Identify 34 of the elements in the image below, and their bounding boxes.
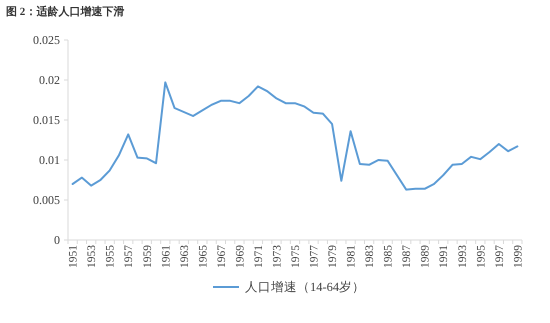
x-tick-label: 1969 xyxy=(234,244,246,268)
chart-title: 图 2：适龄人口增速下滑 xyxy=(6,5,124,18)
x-tick-label: 1953 xyxy=(86,244,98,268)
x-tick-label: 1993 xyxy=(456,244,469,268)
line-series xyxy=(72,81,518,191)
x-tick-label: 1997 xyxy=(494,244,506,268)
x-tick-label: 1973 xyxy=(271,244,284,268)
x-tick-label: 1951 xyxy=(68,244,80,268)
x-tick-label: 1991 xyxy=(438,244,450,268)
y-tick-label: 0 xyxy=(54,233,60,247)
x-tick-label: 1981 xyxy=(346,244,358,268)
y-tick-label: 0.025 xyxy=(33,33,60,47)
x-tick-label: 1961 xyxy=(160,244,172,268)
x-tick-label: 1955 xyxy=(104,244,117,268)
y-tick-label: 0.015 xyxy=(33,113,60,127)
x-tick-label: 1983 xyxy=(364,244,376,268)
x-tick-label: 1989 xyxy=(420,244,432,268)
y-tick-label: 0.005 xyxy=(33,193,60,207)
x-tick-label: 1995 xyxy=(475,244,488,268)
x-tick-label: 1957 xyxy=(123,244,136,268)
x-tick-label: 1967 xyxy=(216,244,228,268)
x-tick-label: 1963 xyxy=(178,244,191,268)
x-tick-label: 1985 xyxy=(382,244,395,268)
x-tick-label: 1965 xyxy=(197,244,210,268)
x-tick-label: 1959 xyxy=(142,244,154,268)
x-tick-label: 1979 xyxy=(327,244,340,268)
x-tick-label: 1977 xyxy=(308,244,321,268)
x-tick-label: 1999 xyxy=(512,244,524,268)
y-tick-label: 0.01 xyxy=(39,153,60,167)
y-tick-label: 0.02 xyxy=(39,73,60,87)
x-tick-label: 1971 xyxy=(252,244,265,268)
x-tick-label: 1975 xyxy=(290,244,302,268)
legend-label: 人口增速（14-64岁） xyxy=(245,280,366,294)
x-tick-label: 1987 xyxy=(401,244,414,268)
